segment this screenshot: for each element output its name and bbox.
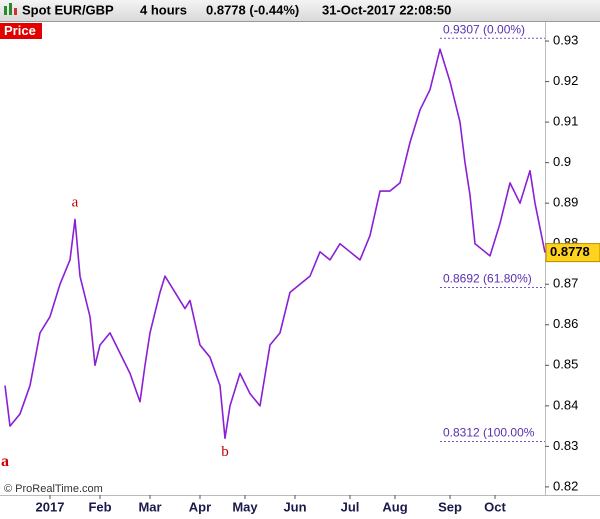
x-tick-label: Feb [88,499,111,514]
fib-label: 0.8692 (61.80%) [443,272,532,286]
wave-label: b [221,444,229,460]
x-tick-label: Sep [438,499,462,514]
header-timestamp: 31-Oct-2017 22:08:50 [322,2,451,17]
header-icon [4,3,17,15]
panel-label-box [0,23,42,39]
x-tick-label: Aug [382,499,407,514]
y-tick-label: 0.91 [553,114,578,129]
panel-label: Price [4,23,36,38]
y-tick-label: 0.82 [553,478,578,493]
copyright: © ProRealTime.com [4,483,103,495]
y-tick-label: 0.83 [553,438,578,453]
price-line [4,48,546,440]
x-tick-label: Oct [484,499,506,514]
last-price-box [545,243,600,263]
fib-label: 0.9307 (0.00%) [443,22,525,36]
x-tick-label: 2017 [36,499,65,514]
x-tick-label: Mar [138,499,161,514]
header-symbol: Spot EUR/GBP [22,2,114,17]
header-bar [0,0,600,21]
header-period: 4 hours [140,2,187,17]
y-tick-label: 0.92 [553,73,578,88]
y-tick-label: 0.89 [553,195,578,210]
x-tick-label: Apr [189,499,211,514]
y-tick-label: 0.84 [553,397,578,412]
last-price-label: 0.8778 [550,244,590,259]
wave-label: a [1,453,9,470]
fib-label: 0.8312 (100.00% [443,426,535,440]
y-tick-label: 0.93 [553,32,578,47]
y-tick-label: 0.9 [553,154,571,169]
y-tick-label: 0.85 [553,357,578,372]
x-tick-label: May [232,499,258,514]
wave-label: a [72,195,79,211]
y-tick-label: 0.87 [553,276,578,291]
x-tick-label: Jul [341,499,360,514]
y-tick-label: 0.86 [553,316,578,331]
header-quote: 0.8778 (-0.44%) [206,2,299,17]
x-tick-label: Jun [283,499,306,514]
